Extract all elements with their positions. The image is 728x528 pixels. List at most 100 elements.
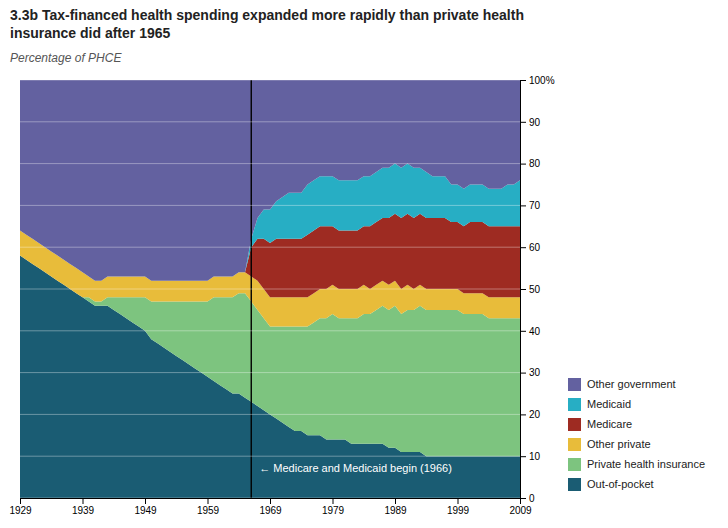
tick-mark	[520, 164, 526, 165]
tick: 1949	[134, 498, 157, 516]
tick-label: 1989	[384, 505, 407, 516]
tick-label: 1929	[9, 505, 32, 516]
subtitle: Percentage of PHCE	[10, 51, 122, 65]
tick-mark	[520, 498, 526, 499]
grid-line	[20, 121, 520, 122]
tick-mark	[520, 289, 526, 290]
legend-label: Private health insurance	[587, 458, 705, 470]
grid-line	[20, 289, 520, 290]
tick: 1979	[322, 498, 345, 516]
tick-mark	[83, 498, 84, 504]
tick-label: 10	[529, 451, 541, 462]
tick-mark	[270, 498, 271, 504]
legend-item: Private health insurance	[568, 458, 705, 471]
tick-label: 1979	[322, 505, 345, 516]
tick-label: 2009	[509, 505, 532, 516]
legend-label: Medicaid	[587, 398, 631, 410]
legend-label: Out-of-pocket	[587, 478, 654, 490]
tick-mark	[520, 456, 526, 457]
tick-mark	[458, 498, 459, 504]
tick-label: 30	[529, 367, 541, 378]
tick: 60	[520, 242, 541, 253]
tick: 1959	[197, 498, 220, 516]
tick-label: 1959	[197, 505, 220, 516]
legend-swatch	[568, 378, 581, 391]
grid-line	[20, 456, 520, 457]
title: 3.3b Tax-financed health spending expand…	[10, 7, 524, 41]
tick-label: 1939	[72, 505, 95, 516]
tick-label: 1969	[259, 505, 282, 516]
tick-mark	[520, 247, 526, 248]
title-line: insurance did after 1965	[10, 25, 171, 41]
legend: Other government Medicaid Medicare Other pr…	[568, 378, 705, 491]
tick-mark	[520, 122, 526, 123]
chart: 3.3b Tax-financed health spending expand…	[0, 0, 728, 528]
plot-area	[20, 80, 520, 498]
legend-swatch	[568, 478, 581, 491]
area	[20, 80, 520, 281]
tick: 1969	[259, 498, 282, 516]
grid-line	[20, 372, 520, 373]
title-line: 3.3b Tax-financed health spending expand…	[10, 7, 524, 23]
tick-label: 70	[529, 200, 541, 211]
tick-label: 1999	[447, 505, 470, 516]
tick: 0	[520, 493, 535, 504]
tick-mark	[520, 414, 526, 415]
tick-label: 50	[529, 284, 541, 295]
tick: 100%	[520, 75, 555, 86]
tick-mark	[208, 498, 209, 504]
legend-label: Other private	[587, 438, 651, 450]
tick-mark	[520, 331, 526, 332]
tick-mark	[520, 205, 526, 206]
axis-line	[521, 81, 527, 499]
tick: 80	[520, 158, 541, 169]
tick: 30	[520, 367, 541, 378]
tick: 10	[520, 451, 541, 462]
grid-line	[20, 205, 520, 206]
tick: 50	[520, 284, 541, 295]
grid	[20, 80, 520, 498]
tick: 40	[520, 326, 541, 337]
legend-label: Medicare	[587, 418, 632, 430]
grid-line	[20, 80, 520, 81]
tick: 1999	[447, 498, 470, 516]
tick-label: 60	[529, 242, 541, 253]
tick-label: 90	[529, 117, 541, 128]
legend-swatch	[568, 458, 581, 471]
tick-label: 1949	[134, 505, 157, 516]
axis-line	[21, 499, 521, 505]
legend-swatch	[568, 418, 581, 431]
tick-label: 80	[529, 158, 541, 169]
tick-label: 20	[529, 409, 541, 420]
tick: 90	[520, 117, 541, 128]
tick-mark	[20, 498, 21, 504]
y-axis: 0 10 20 30 40 50 60 70 80 90 100%	[520, 75, 555, 504]
tick: 1939	[72, 498, 95, 516]
tick-mark	[520, 80, 526, 81]
legend-item: Other government	[568, 378, 676, 391]
legend-swatch	[568, 438, 581, 451]
tick-label: 100%	[529, 75, 555, 86]
tick-mark	[333, 498, 334, 504]
tick: 70	[520, 200, 541, 211]
tick: 20	[520, 409, 541, 420]
legend-swatch	[568, 398, 581, 411]
legend-item: Medicaid	[568, 398, 631, 411]
grid-line	[20, 163, 520, 164]
tick-mark	[145, 498, 146, 504]
grid-line	[20, 247, 520, 248]
grid-line	[20, 414, 520, 415]
legend-item: Out-of-pocket	[568, 478, 654, 491]
legend-label: Other government	[587, 378, 676, 390]
tick: 1929	[9, 498, 32, 516]
tick-mark	[395, 498, 396, 504]
legend-item: Medicare	[568, 418, 632, 431]
annotation: ← Medicare and Medicaid begin (1966)	[259, 462, 452, 474]
x-axis: 1929 1939 1949 1959 1969 1979 1989 1999 2009	[9, 498, 532, 516]
tick-label: 0	[529, 493, 535, 504]
legend-item: Other private	[568, 438, 651, 451]
grid-line	[20, 330, 520, 331]
tick: 1989	[384, 498, 407, 516]
tick-mark	[520, 373, 526, 374]
tick-label: 40	[529, 326, 541, 337]
